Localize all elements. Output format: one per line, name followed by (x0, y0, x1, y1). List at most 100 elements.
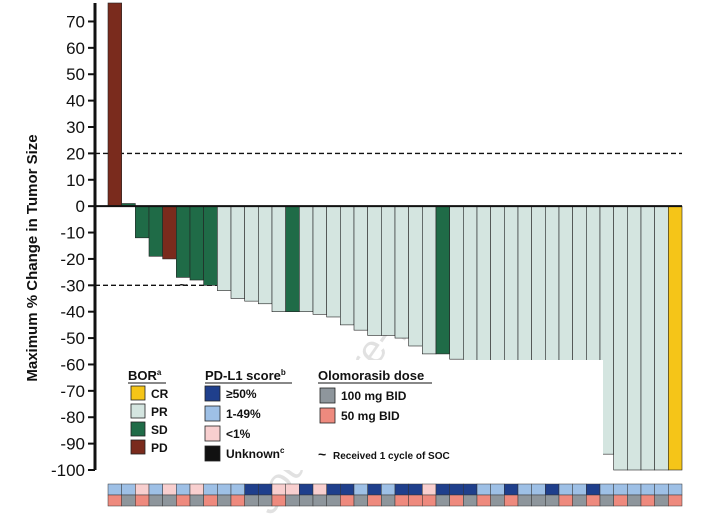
pdl1-strip-cell (394, 483, 409, 496)
y-tick-label: -70 (60, 382, 85, 401)
pdl1-strip-cell (599, 483, 614, 496)
pdl1-strip-cell (244, 483, 259, 496)
annotation-strips (107, 483, 683, 507)
pdl1-strip-cell (654, 483, 669, 496)
bar (408, 205, 423, 347)
legend-soc-note: Received 1 cycle of SOC (333, 451, 450, 462)
dose-strip-cell (271, 494, 286, 507)
bar (340, 205, 355, 326)
bar (668, 205, 683, 471)
bar (613, 205, 628, 471)
pdl1-strip-cell (449, 483, 464, 496)
dose-strip-cell (312, 494, 327, 507)
pdl1-strip-cell (586, 483, 601, 496)
pdl1-strip-cell (189, 483, 204, 496)
pdl1-strip-cell (148, 483, 163, 496)
bar (476, 205, 491, 376)
bar (217, 205, 232, 291)
dose-strip-cell (340, 494, 355, 507)
y-tick-label: 0 (76, 197, 85, 216)
pdl1-strip-cell (135, 483, 150, 496)
pdl1-strip-cell (326, 483, 341, 496)
bar (504, 205, 519, 386)
legend-pdl1-title: PD-L1 scoreb (205, 368, 286, 383)
bar (490, 205, 505, 378)
pdl1-strip-cell (299, 483, 314, 496)
dose-strip-cell (599, 494, 614, 507)
dose-strip-cell (586, 494, 601, 507)
bar (463, 205, 478, 373)
bar (422, 205, 437, 355)
legend-pdl1-label: 1-49% (226, 407, 261, 421)
dose-strip-cell (367, 494, 382, 507)
legend-bor-label: PR (151, 405, 168, 419)
bar (162, 205, 177, 260)
bar (435, 205, 450, 355)
dose-strip-cell (162, 494, 177, 507)
pdl1-strip-cell (531, 483, 546, 496)
bar (176, 205, 191, 278)
y-tick-label: -30 (60, 276, 85, 295)
bar (326, 205, 341, 318)
pdl1-strip-cell (121, 483, 136, 496)
y-tick-label: -100 (51, 461, 85, 480)
dose-strip-cell (627, 494, 642, 507)
legend-bor-swatch (130, 403, 146, 419)
y-tick-label: 30 (66, 118, 85, 137)
bar (244, 205, 259, 302)
pdl1-strip-cell (367, 483, 382, 496)
pdl1-strip-cell (271, 483, 286, 496)
legend-pdl1-swatch (204, 445, 221, 462)
bar (135, 205, 150, 239)
bar (148, 205, 163, 257)
pdl1-strip-cell (230, 483, 245, 496)
bar (299, 205, 314, 312)
dose-strip-cell (189, 494, 204, 507)
dose-strip-cell (381, 494, 396, 507)
bar (449, 205, 464, 360)
legend-pdl1-swatch (204, 425, 221, 442)
dose-strip-cell (285, 494, 300, 507)
dose-strip-cell (572, 494, 587, 507)
bar (353, 205, 368, 331)
dose-strip-cell (476, 494, 491, 507)
legend-dose-title: Olomorasib dose (318, 368, 424, 383)
y-tick-label: 40 (66, 92, 85, 111)
dose-strip-cell (449, 494, 464, 507)
legend: BORa CR PR SD PD PD-L1 scoreb ≥50% 1-49% <1% Unkn… (118, 360, 603, 470)
dose-strip-cell (463, 494, 478, 507)
pdl1-strip-cell (408, 483, 423, 496)
legend-pdl1-swatch (204, 405, 221, 422)
bars: ~~ (95, 2, 683, 471)
legend-dose-swatch (319, 407, 336, 424)
dose-strip-cell (408, 494, 423, 507)
legend-bor-title: BORa (128, 368, 162, 383)
pdl1-strip-cell (504, 483, 519, 496)
y-tick-label: -50 (60, 329, 85, 348)
dose-strip-cell (217, 494, 232, 507)
bar (627, 205, 642, 471)
legend-bor-label: SD (151, 423, 168, 437)
y-axis: 70 60 50 40 30 20 10 0 -10 -20 -30 -40 -50 -60 -70 -80 -… (51, 3, 97, 480)
y-tick-label: 60 (66, 39, 85, 58)
dose-strip-cell (545, 494, 560, 507)
bar (258, 205, 273, 305)
pdl1-strip-cell (353, 483, 368, 496)
dose-strip-cell (640, 494, 655, 507)
soc-marker: ~ (179, 276, 187, 292)
y-tick-label: -10 (60, 224, 85, 243)
dose-strip-cell (121, 494, 136, 507)
dose-strip-cell (490, 494, 505, 507)
bar (640, 205, 655, 471)
legend-dose-label: 100 mg BID (341, 389, 407, 403)
dose-strip-cell (558, 494, 573, 507)
bar (654, 205, 669, 471)
pdl1-strip-cell (422, 483, 437, 496)
dose-strip-cell (668, 494, 683, 507)
dose-strip-cell (258, 494, 273, 507)
pdl1-strip-cell (476, 483, 491, 496)
y-tick-label: -60 (60, 355, 85, 374)
dose-strip-cell (299, 494, 314, 507)
pdl1-strip-cell (640, 483, 655, 496)
bar (285, 205, 300, 312)
